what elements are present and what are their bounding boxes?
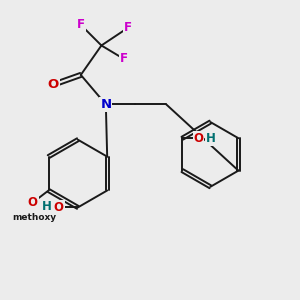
Text: O: O [28, 196, 38, 209]
Text: O: O [194, 132, 203, 145]
Text: H: H [206, 132, 216, 145]
Text: N: N [100, 98, 111, 111]
Text: F: F [124, 21, 132, 34]
Text: methoxy: methoxy [12, 213, 56, 222]
Text: O: O [54, 201, 64, 214]
Text: F: F [119, 52, 128, 65]
Text: H: H [41, 200, 51, 213]
Text: F: F [77, 18, 85, 32]
Text: O: O [48, 78, 59, 91]
